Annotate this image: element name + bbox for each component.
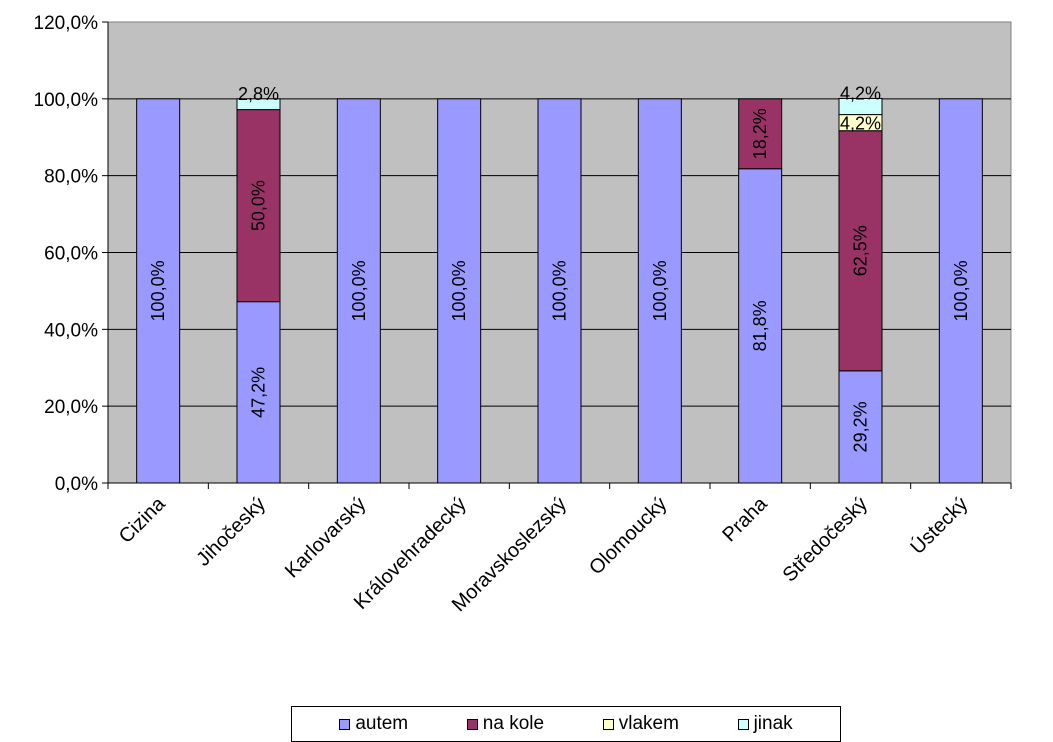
- x-tick-label: Středočeský: [779, 493, 872, 586]
- y-tick-label: 100,0%: [34, 90, 99, 111]
- data-label: 62,5%: [851, 225, 871, 276]
- bar-segment: [938, 98, 983, 484]
- legend-label: jinak: [753, 713, 793, 734]
- data-label: 100,0%: [650, 260, 670, 321]
- data-label: 4,2%: [840, 114, 881, 134]
- bar-segment: [637, 98, 682, 484]
- legend-swatch: [602, 718, 614, 730]
- data-label: 100,0%: [349, 260, 369, 321]
- bar-segment: [838, 370, 883, 484]
- y-tick-label: 0,0%: [55, 474, 98, 495]
- data-label: 100,0%: [951, 260, 971, 321]
- x-tick-label: Jihočeský: [192, 493, 270, 571]
- bar-segment: [437, 98, 482, 484]
- legend: autem na kole vlakem jinak: [291, 706, 841, 742]
- bar-segment: [838, 97, 883, 116]
- x-tick-label: Ústecký: [906, 492, 973, 559]
- legend-item: na kole: [466, 713, 545, 735]
- data-label: 100,0%: [550, 260, 570, 321]
- x-tick-label: Olomoucký: [585, 493, 671, 579]
- data-label: 100,0%: [148, 260, 168, 321]
- data-label: 18,2%: [750, 108, 770, 159]
- data-label: 50,0%: [249, 180, 269, 231]
- x-tick-label: Cizina: [115, 492, 170, 547]
- bar-segment: [136, 98, 181, 484]
- y-tick-label: 80,0%: [44, 167, 98, 188]
- chart-svg: 0,0% 20,0% 40,0% 60,0% 80,0% 100,0% 120,0% 100,…: [34, 13, 1012, 616]
- legend-item: autem: [339, 713, 408, 735]
- legend-swatch: [737, 718, 749, 730]
- legend-swatch: [466, 718, 478, 730]
- bar-segment: [236, 98, 281, 111]
- legend-label: na kole: [482, 713, 545, 734]
- bar-segment: [738, 98, 783, 170]
- bar-segment: [537, 98, 582, 484]
- legend-label: vlakem: [618, 713, 679, 734]
- data-label: 81,8%: [750, 300, 770, 351]
- bar-segment: [336, 98, 381, 484]
- legend-item: vlakem: [602, 713, 679, 735]
- data-label: 2,8%: [238, 84, 279, 104]
- y-tick-label: 40,0%: [44, 320, 98, 341]
- legend-swatch: [339, 718, 351, 730]
- data-label: 4,2%: [840, 83, 881, 103]
- y-tick-label: 120,0%: [34, 13, 99, 34]
- data-label: 100,0%: [449, 260, 469, 321]
- y-tick-label: 20,0%: [44, 397, 98, 418]
- legend-label: autem: [355, 713, 409, 734]
- data-label: 29,2%: [851, 401, 871, 452]
- x-tick-label: Karlovarský: [281, 493, 370, 582]
- bar-segment: [838, 130, 883, 372]
- y-tick-label: 60,0%: [44, 244, 98, 265]
- x-tick-label: Praha: [718, 492, 772, 546]
- data-label: 47,2%: [249, 367, 269, 418]
- legend-item: jinak: [737, 713, 793, 735]
